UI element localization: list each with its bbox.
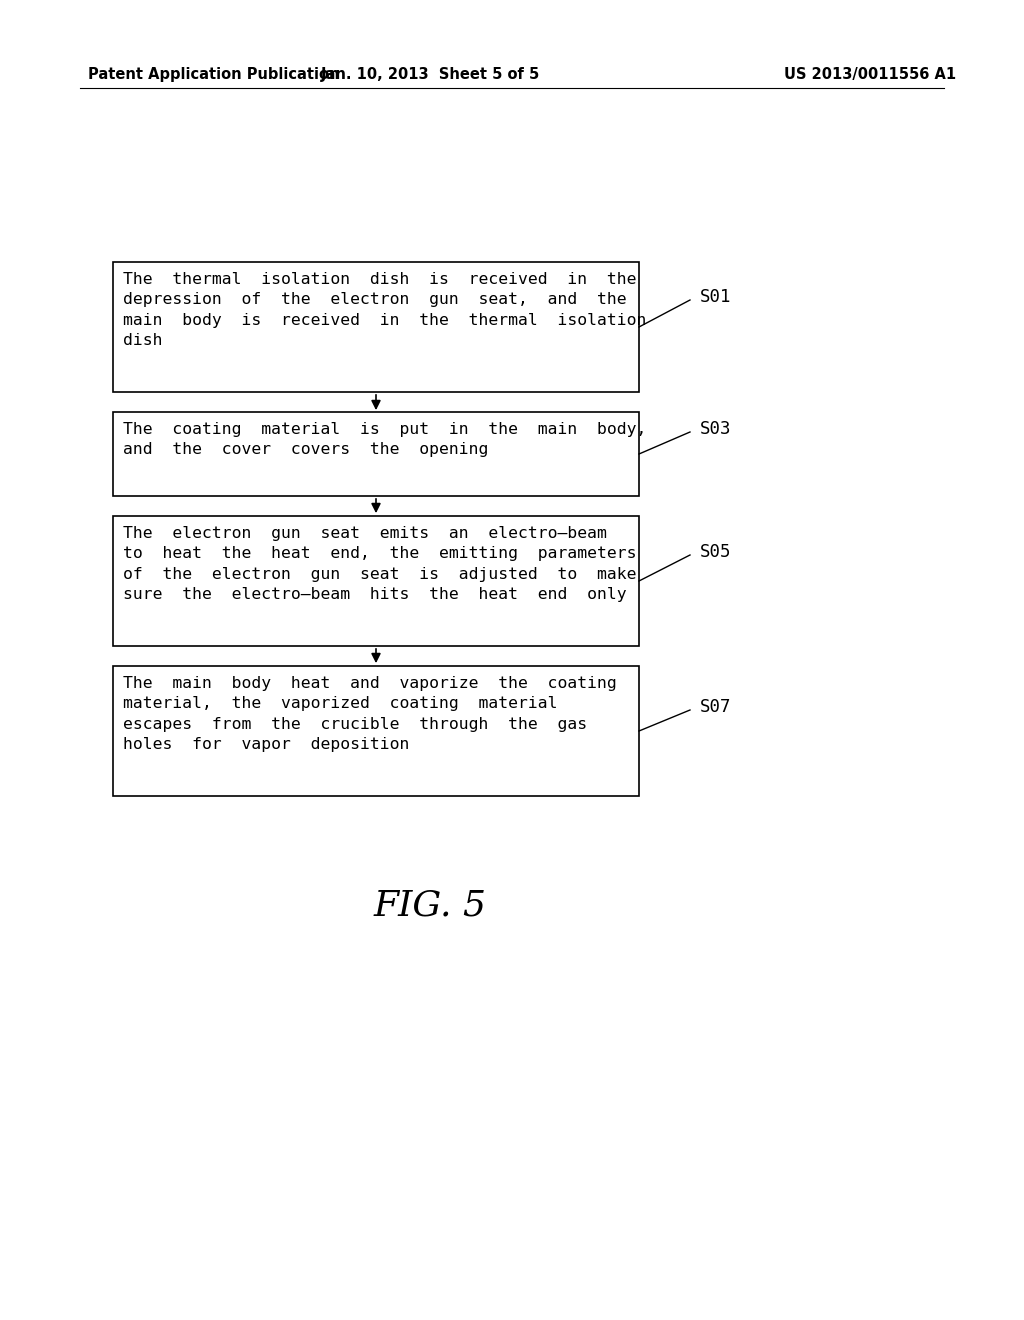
Bar [113,261,639,392]
Text: S03: S03 [700,420,731,438]
Text: US 2013/0011556 A1: US 2013/0011556 A1 [784,67,956,82]
Bar [113,667,639,796]
Text: Jan. 10, 2013  Sheet 5 of 5: Jan. 10, 2013 Sheet 5 of 5 [321,67,540,82]
Text: S05: S05 [700,543,731,561]
Text: The  main  body  heat  and  vaporize  the  coating
material,  the  vaporized  co: The main body heat and vaporize the coat… [123,676,616,752]
Text: The  coating  material  is  put  in  the  main  body,
and  the  cover  covers  t: The coating material is put in the main … [123,422,646,458]
Bar [113,516,639,645]
Text: Patent Application Publication: Patent Application Publication [88,67,340,82]
Text: S07: S07 [700,698,731,715]
Bar [113,412,639,496]
Text: The  thermal  isolation  dish  is  received  in  the
depression  of  the  electr: The thermal isolation dish is received i… [123,272,646,348]
Text: The  electron  gun  seat  emits  an  electro–beam
to  heat  the  heat  end,  the: The electron gun seat emits an electro–b… [123,525,637,602]
Text: FIG. 5: FIG. 5 [374,888,486,921]
Text: S01: S01 [700,288,731,306]
